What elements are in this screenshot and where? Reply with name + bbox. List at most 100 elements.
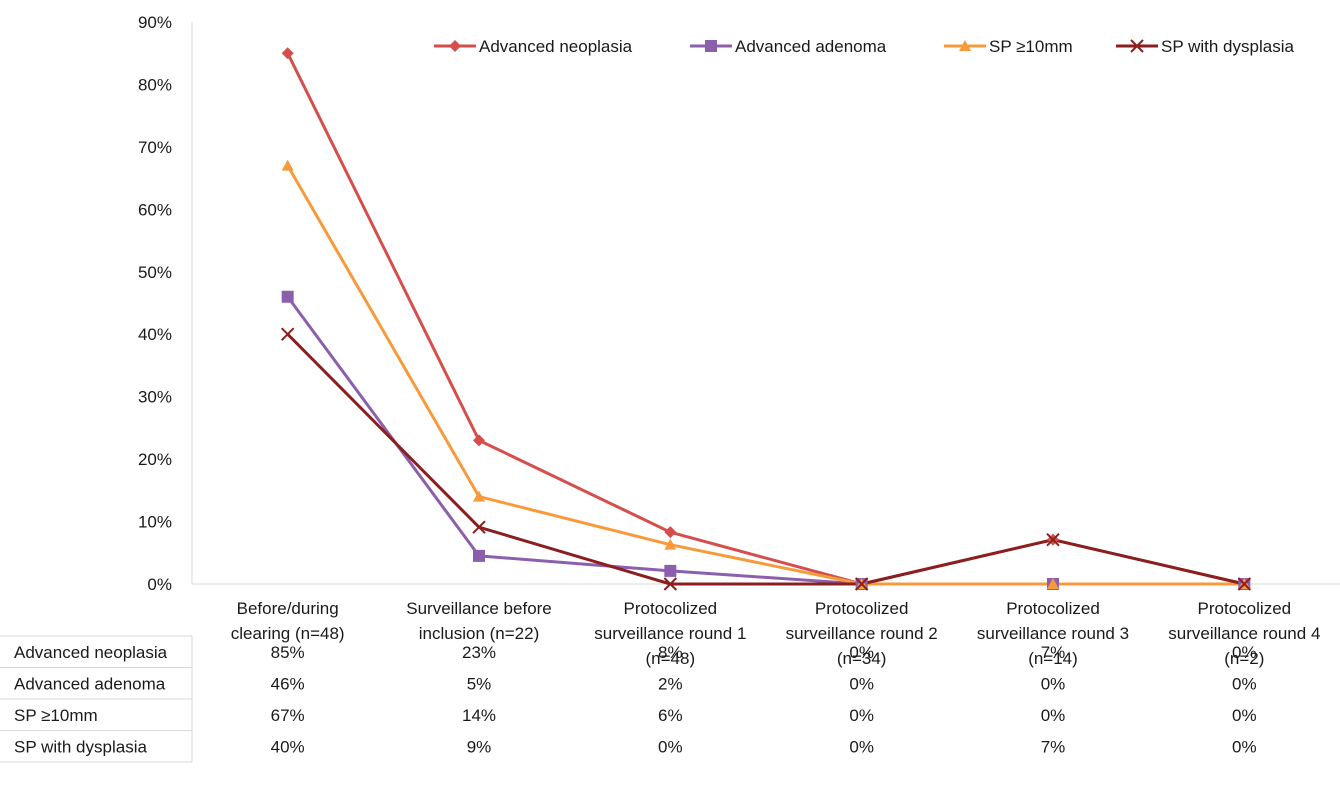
- x-category-label: Protocolized surveillance round 3 (n=14): [977, 599, 1129, 668]
- data-point: [280, 327, 295, 341]
- data-point: [281, 159, 294, 171]
- series-line: [286, 164, 1245, 586]
- table-cell: 0%: [1232, 738, 1257, 757]
- table-row: Advanced neoplasia 85% 23% 8% 0% 7% 0%: [0, 643, 1257, 668]
- legend-label: Advanced adenoma: [735, 37, 887, 56]
- marker-stroke: [663, 577, 678, 591]
- table-cell: 0%: [1232, 643, 1257, 662]
- table-cell: 67%: [271, 706, 305, 725]
- data-point: [1237, 577, 1252, 591]
- data-point: [1046, 532, 1060, 547]
- y-tick-label: 40%: [138, 325, 172, 344]
- legend-swatch-marker: [449, 40, 461, 52]
- axes: [191, 22, 1340, 585]
- marker-stroke: [1130, 39, 1144, 53]
- legend-item: SP ≥10mm: [944, 37, 1073, 56]
- x-category-label: Protocolized surveillance round 2 (n=34): [786, 599, 938, 668]
- y-tick-label: 30%: [138, 388, 172, 407]
- table-cell: 0%: [849, 675, 874, 694]
- table-cell: 7%: [1041, 738, 1066, 757]
- data-point: [473, 434, 485, 447]
- legend-item: SP with dysplasia: [1116, 37, 1294, 56]
- x-category-label-line: surveillance round 4: [1168, 624, 1320, 643]
- data-point: [663, 577, 678, 591]
- table-row: SP ≥10mm 67% 14% 6% 0% 0% 0%: [0, 706, 1257, 731]
- table-row-label: Advanced neoplasia: [14, 643, 168, 662]
- legend-item: Advanced neoplasia: [434, 37, 633, 56]
- series-markers: [280, 47, 1252, 591]
- x-category-label-line: (n=34): [837, 649, 887, 668]
- table-cell: 0%: [1041, 706, 1066, 725]
- legend-label: SP ≥10mm: [989, 37, 1073, 56]
- series-line: [286, 333, 1245, 586]
- table-cell: 0%: [1232, 675, 1257, 694]
- table-cell: 6%: [658, 706, 683, 725]
- marker-stroke: [1046, 532, 1060, 547]
- series-line: [286, 295, 1245, 586]
- data-point: [664, 564, 677, 577]
- x-category-label-line: (n=48): [646, 649, 696, 668]
- table-cell: 7%: [1041, 643, 1066, 662]
- x-category-label-line: (n=14): [1028, 649, 1078, 668]
- legend-swatch-marker: [705, 40, 717, 52]
- legend-swatch-marker: [959, 40, 971, 51]
- data-table: Advanced neoplasia 85% 23% 8% 0% 7% 0%Advanced…: [0, 635, 1257, 763]
- table-cell: 0%: [849, 643, 874, 662]
- data-point: [473, 549, 485, 562]
- x-category-label-line: inclusion (n=22): [419, 624, 540, 643]
- data-point: [281, 290, 294, 303]
- table-cell: 5%: [467, 675, 492, 694]
- x-category-label-line: Protocolized: [815, 599, 909, 618]
- y-tick-label: 0%: [147, 575, 172, 594]
- y-tick-label: 50%: [138, 263, 172, 282]
- data-point: [473, 490, 485, 502]
- x-category-label-line: surveillance round 3: [977, 624, 1129, 643]
- table-row: SP with dysplasia 40% 9% 0% 0% 7% 0%: [0, 738, 1257, 763]
- x-category-label: Protocolized surveillance round 1 (n=48): [594, 599, 746, 668]
- x-category-label-line: Protocolized: [1198, 599, 1292, 618]
- x-axis-category-labels: Before/during clearing (n=48) Surveillance…: [231, 599, 1321, 668]
- table-cell: 9%: [467, 738, 492, 757]
- series-lines: [286, 52, 1245, 586]
- table-cell: 85%: [271, 643, 305, 662]
- table-cell: 0%: [658, 738, 683, 757]
- table-cell: 14%: [462, 706, 496, 725]
- y-tick-label: 10%: [138, 513, 172, 532]
- x-category-label-line: Surveillance before: [406, 599, 552, 618]
- x-category-label-line: Protocolized: [1006, 599, 1100, 618]
- marker-stroke: [280, 327, 295, 341]
- x-category-label: Before/during clearing (n=48): [231, 599, 345, 643]
- y-tick-label: 20%: [138, 450, 172, 469]
- y-tick-label: 70%: [138, 138, 172, 157]
- data-point: [854, 577, 869, 591]
- table-cell: 8%: [658, 643, 683, 662]
- table-cell: 0%: [849, 738, 874, 757]
- x-category-label: Surveillance before inclusion (n=22): [406, 599, 552, 643]
- legend-label: SP with dysplasia: [1161, 37, 1294, 56]
- table-cell: 23%: [462, 643, 496, 662]
- data-point: [664, 538, 677, 550]
- table-row-label: SP with dysplasia: [14, 738, 147, 757]
- table-row: Advanced adenoma 46% 5% 2% 0% 0% 0%: [0, 675, 1257, 700]
- data-point: [1047, 578, 1059, 589]
- table-row-label: SP ≥10mm: [14, 706, 98, 725]
- data-point: [472, 520, 486, 534]
- legend: Advanced neoplasia Advanced adenoma SP ≥10…: [434, 37, 1294, 56]
- x-category-label-line: Before/during: [237, 599, 339, 618]
- y-tick-label: 80%: [138, 75, 172, 94]
- x-category-label-line: surveillance round 1: [594, 624, 746, 643]
- table-cell: 46%: [271, 675, 305, 694]
- y-axis-ticks: 0% 10% 20% 30% 40% 50% 60% 70% 80% 90%: [138, 13, 172, 594]
- marker-stroke: [854, 577, 869, 591]
- x-category-label-line: surveillance round 2: [786, 624, 938, 643]
- x-category-label-line: (n=2): [1224, 649, 1264, 668]
- legend-label: Advanced neoplasia: [479, 37, 633, 56]
- series-line: [286, 52, 1245, 586]
- data-point: [664, 526, 677, 539]
- y-tick-label: 90%: [138, 13, 172, 32]
- y-tick-label: 60%: [138, 200, 172, 219]
- table-cell: 0%: [1232, 706, 1257, 725]
- x-category-label-line: clearing (n=48): [231, 624, 345, 643]
- table-cell: 0%: [1041, 675, 1066, 694]
